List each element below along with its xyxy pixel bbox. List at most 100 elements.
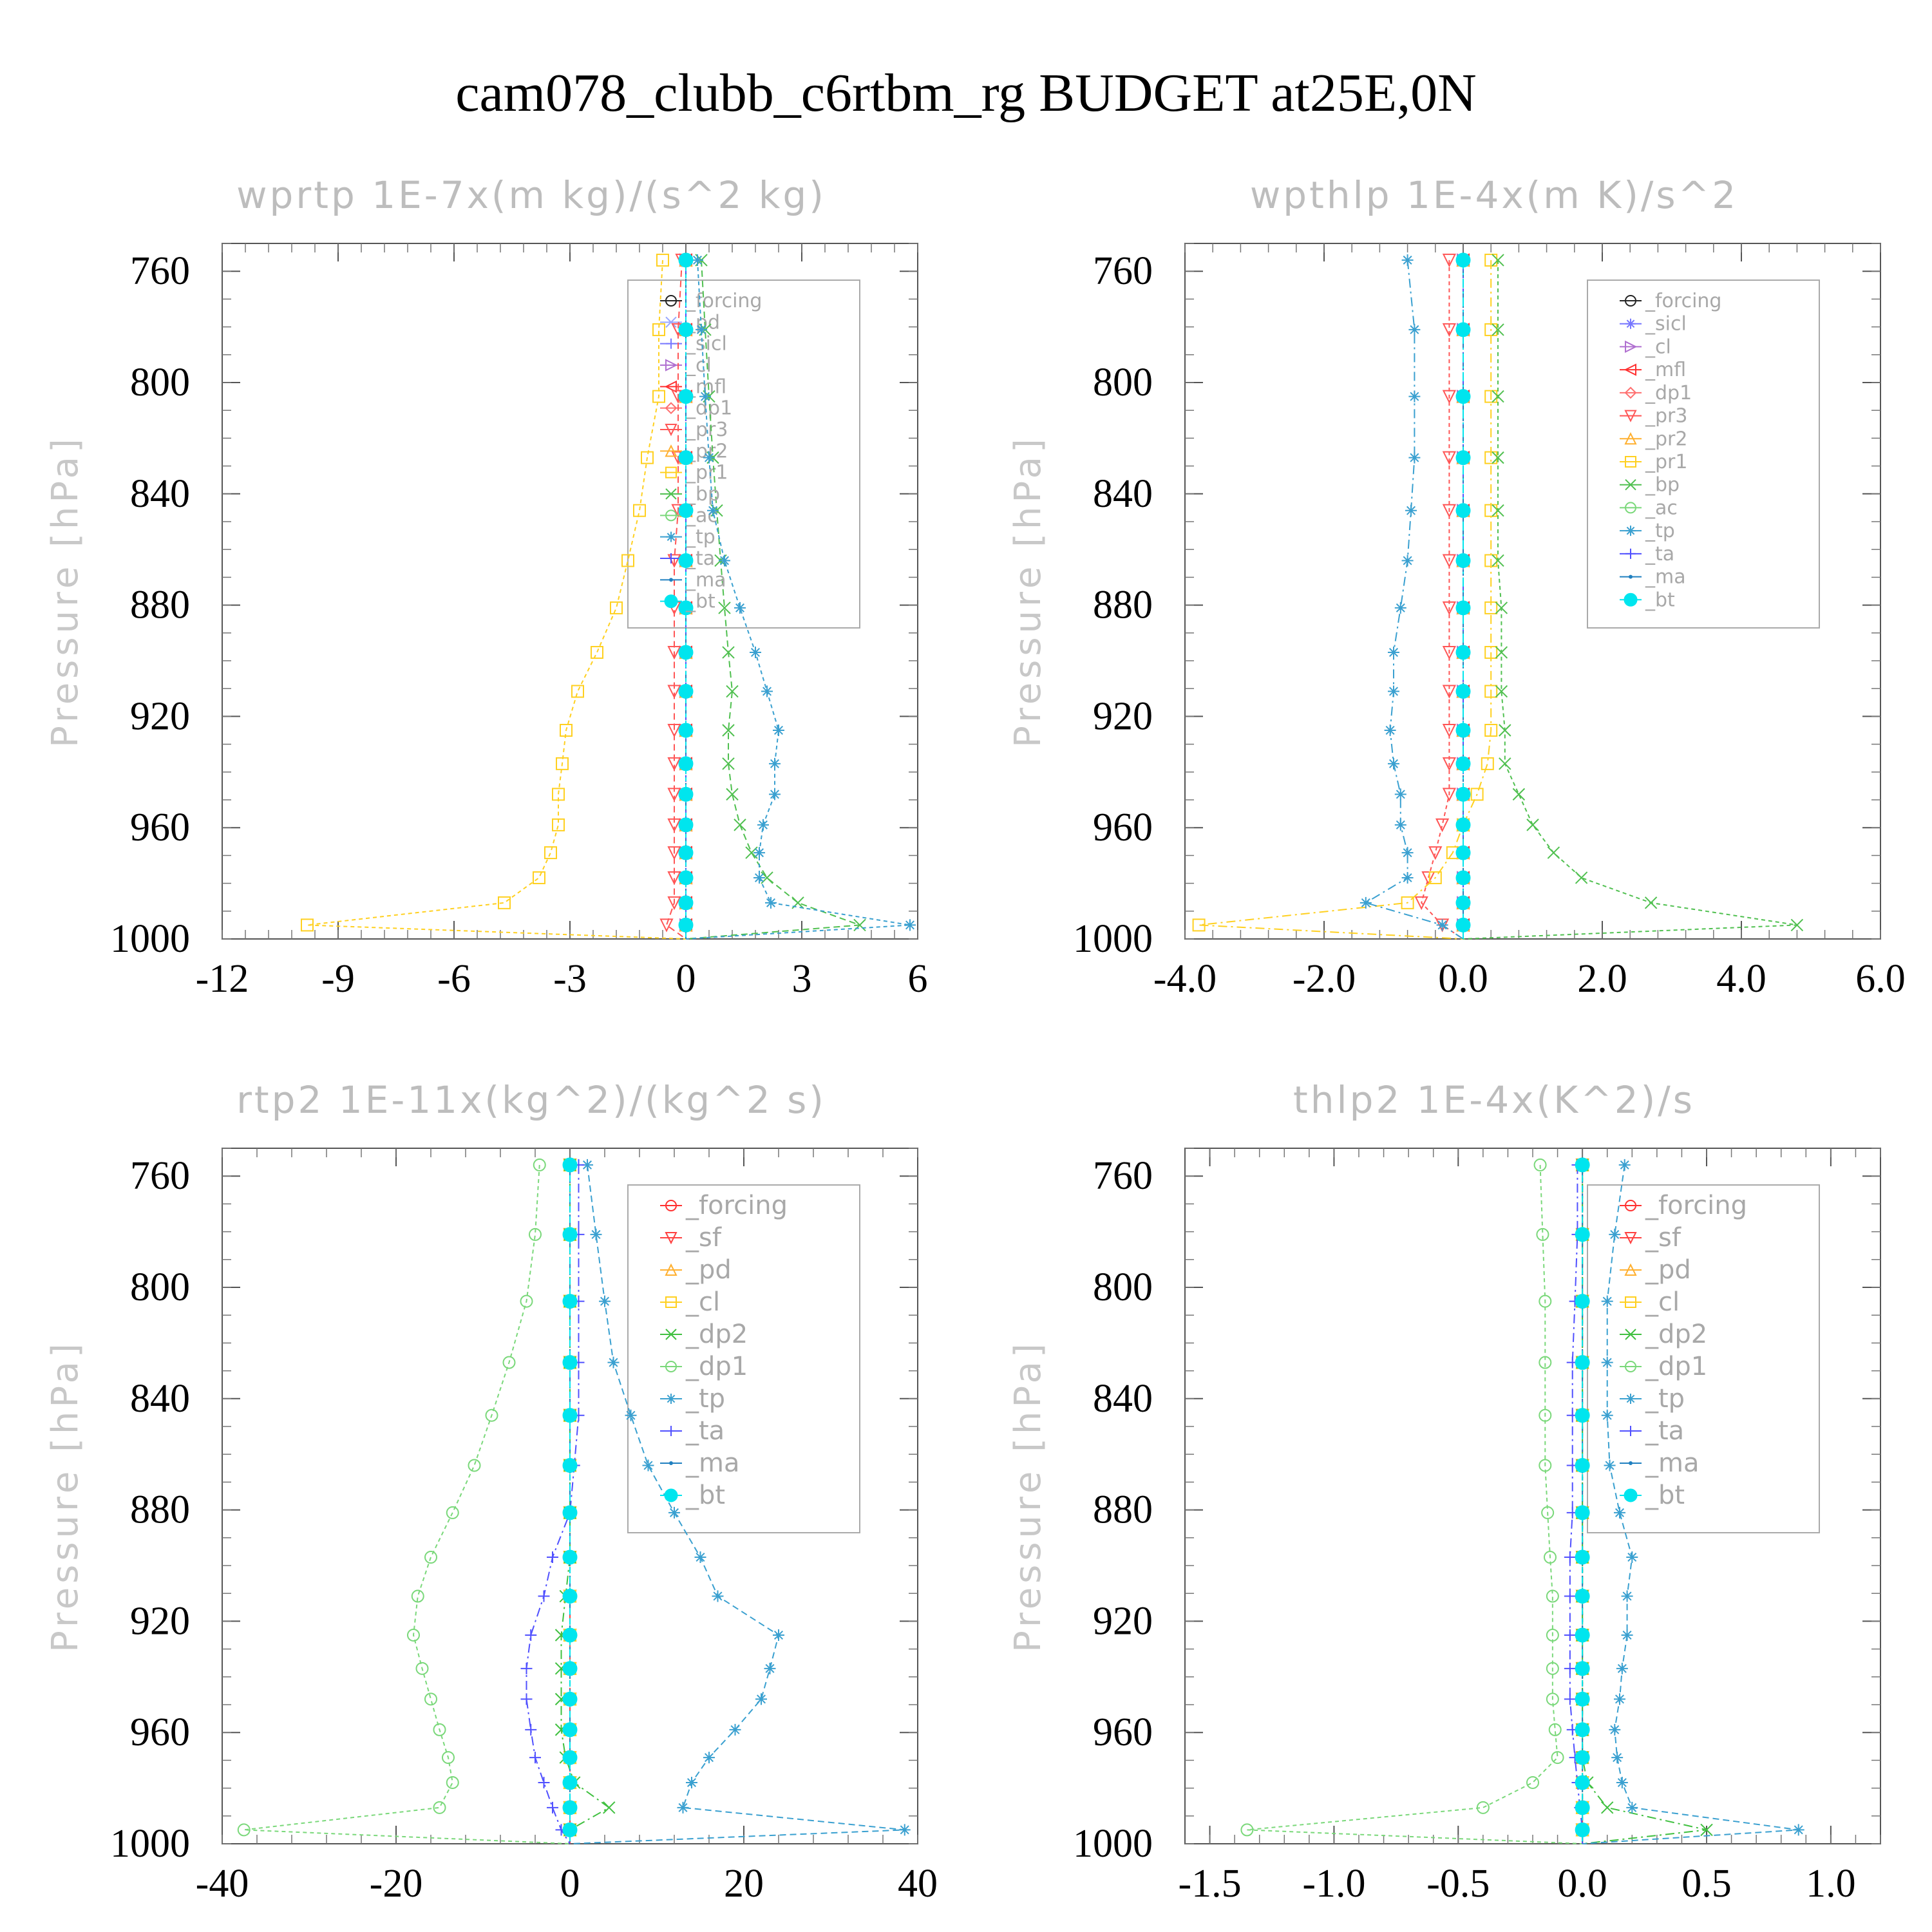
data-point <box>678 895 694 911</box>
data-point <box>1533 1158 1547 1171</box>
data-point <box>703 451 715 464</box>
data-point <box>552 818 565 831</box>
data-point <box>562 1661 578 1676</box>
data-point <box>520 1662 533 1674</box>
data-point <box>692 254 703 266</box>
legend-label: _cl <box>685 1287 720 1317</box>
legend-label: _dp1 <box>685 1352 748 1381</box>
legend-marker <box>666 1426 676 1436</box>
data-point <box>652 390 665 403</box>
legend-box <box>1587 1184 1820 1533</box>
data-point <box>1618 1159 1631 1171</box>
x-tick-label: 4.0 <box>1716 957 1766 1001</box>
data-point <box>1790 918 1804 932</box>
data-point <box>1455 845 1471 860</box>
data-point <box>560 724 573 737</box>
data-point <box>301 918 314 932</box>
legend-label: _dp1 <box>1645 382 1692 404</box>
data-point <box>1401 254 1414 266</box>
data-point <box>1539 1356 1552 1369</box>
data-point <box>1408 390 1421 402</box>
data-point <box>642 1459 654 1472</box>
y-axis-label: Pressure [hPa] <box>44 1340 86 1653</box>
panel-3: rtp2 1E-11x(kg^2)/(kg^2 s) Pressure [hPa]… <box>44 1078 938 1906</box>
data-point <box>1526 1776 1539 1789</box>
data-point <box>1455 322 1471 337</box>
data-point <box>1484 323 1498 336</box>
x-tick-label: -2.0 <box>1293 957 1356 1001</box>
data-point <box>667 724 681 738</box>
x-tick-label: 6.0 <box>1855 957 1906 1001</box>
legend-marker <box>665 466 677 478</box>
data-point <box>1484 390 1498 403</box>
legend-label: _bt <box>685 1481 725 1510</box>
data-point <box>1388 647 1399 659</box>
legend-marker <box>1625 526 1636 536</box>
data-point <box>599 1295 611 1307</box>
x-tick-label: 20 <box>724 1862 764 1906</box>
data-point <box>1575 871 1588 884</box>
series-line <box>1569 1164 1584 1844</box>
data-point <box>1626 1551 1638 1564</box>
data-point <box>1414 896 1428 911</box>
legend-label: _dp2 <box>1645 1320 1707 1349</box>
data-point <box>1492 451 1504 464</box>
data-point <box>562 1355 578 1370</box>
x-tick-label: -1.5 <box>1178 1862 1241 1906</box>
data-point <box>607 1356 620 1368</box>
y-tick-label: 840 <box>130 472 190 516</box>
data-point <box>562 1157 578 1173</box>
data-point <box>1394 819 1406 831</box>
data-point <box>707 504 719 516</box>
x-tick-label: -20 <box>370 1862 423 1906</box>
data-point <box>667 818 681 833</box>
series-bt: _bt <box>562 1157 725 1844</box>
legend-marker <box>1625 1200 1636 1211</box>
data-point <box>1394 788 1406 800</box>
series-bt: _bt <box>660 252 715 939</box>
data-point <box>678 684 694 699</box>
data-point <box>1359 896 1372 909</box>
x-tick-label: -4.0 <box>1153 957 1217 1001</box>
legend-marker <box>665 1296 677 1308</box>
data-point <box>1484 685 1498 698</box>
data-point <box>1455 553 1471 568</box>
data-point <box>1621 1590 1633 1602</box>
data-point <box>1546 1692 1559 1706</box>
y-tick-label: 840 <box>130 1377 190 1421</box>
data-point <box>525 1629 537 1641</box>
data-point <box>1442 685 1457 699</box>
data-point <box>750 647 761 659</box>
series-line <box>1364 260 1464 940</box>
legend-marker <box>1624 432 1637 445</box>
data-point <box>1492 390 1504 403</box>
series-line <box>685 260 860 940</box>
data-point <box>1495 601 1508 614</box>
legend-label: _dp2 <box>685 1320 748 1349</box>
data-point <box>552 788 565 801</box>
y-tick-label: 960 <box>1093 1710 1153 1754</box>
data-point <box>590 1228 602 1240</box>
series-line <box>526 1164 580 1844</box>
data-point <box>603 1801 616 1814</box>
series-dp1: _dp1 <box>237 1158 748 1844</box>
series-line <box>560 1164 611 1844</box>
data-point <box>1455 252 1471 268</box>
series-ta: _ta <box>520 1159 724 1844</box>
x-tick-label: 0.0 <box>1438 957 1488 1001</box>
series-line <box>1247 1164 1583 1844</box>
data-point <box>667 896 681 911</box>
y-tick-label: 920 <box>1093 694 1153 738</box>
data-point <box>1544 1551 1557 1564</box>
data-point <box>667 871 681 886</box>
data-point <box>1575 1589 1590 1604</box>
data-point <box>1614 1506 1625 1519</box>
data-point <box>1484 646 1498 659</box>
data-point <box>562 1457 578 1473</box>
legend-marker <box>1625 340 1638 354</box>
data-point <box>722 757 735 770</box>
legend-marker <box>1625 456 1636 468</box>
data-point <box>1442 504 1457 518</box>
data-point <box>1492 323 1504 336</box>
data-point <box>525 1723 537 1736</box>
